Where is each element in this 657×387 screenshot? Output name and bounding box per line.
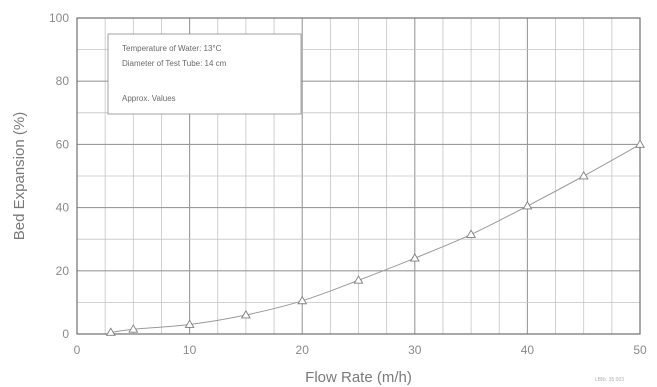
annotation-box bbox=[107, 33, 302, 115]
data-point-marker bbox=[578, 170, 589, 180]
data-point-marker bbox=[353, 275, 364, 284]
y-tick-label: 40 bbox=[56, 201, 70, 215]
figure-code: LBNr. 35 003 bbox=[595, 377, 624, 383]
data-point-marker bbox=[466, 229, 477, 238]
data-point-marker bbox=[105, 327, 116, 336]
x-axis-label: Flow Rate (m/h) bbox=[305, 369, 412, 386]
series-line bbox=[110, 143, 641, 333]
y-tick-label: 20 bbox=[56, 264, 70, 278]
annotation-approx-values: Approx. Values bbox=[122, 94, 176, 103]
x-tick-label: 50 bbox=[633, 343, 647, 357]
y-tick-label: 100 bbox=[49, 11, 69, 25]
series bbox=[105, 139, 645, 336]
data-point-marker bbox=[297, 295, 308, 305]
annotation-temperature: Temperature of Water: 13°C bbox=[122, 44, 222, 53]
y-axis-label: Bed Expansion (%) bbox=[11, 112, 28, 240]
data-point-marker bbox=[184, 319, 195, 328]
x-tick-label: 0 bbox=[74, 343, 81, 357]
x-tick-label: 20 bbox=[296, 343, 310, 357]
y-tick-label: 0 bbox=[62, 327, 69, 341]
x-tick-label: 40 bbox=[521, 343, 535, 357]
data-point-marker bbox=[635, 139, 645, 148]
tick-labels: 0 10 20 30 40 50 0 20 40 60 80 100 bbox=[49, 11, 647, 357]
x-tick-label: 30 bbox=[408, 343, 422, 357]
plot-frame bbox=[76, 17, 641, 335]
y-tick-label: 80 bbox=[56, 74, 70, 88]
x-tick-label: 10 bbox=[183, 343, 197, 357]
annotation-diameter: Diameter of Test Tube: 14 cm bbox=[122, 59, 227, 68]
data-point-marker bbox=[522, 200, 533, 210]
data-point-marker bbox=[409, 253, 420, 262]
y-tick-label: 60 bbox=[56, 137, 70, 151]
data-point-marker bbox=[128, 324, 139, 333]
data-point-marker bbox=[240, 309, 251, 319]
